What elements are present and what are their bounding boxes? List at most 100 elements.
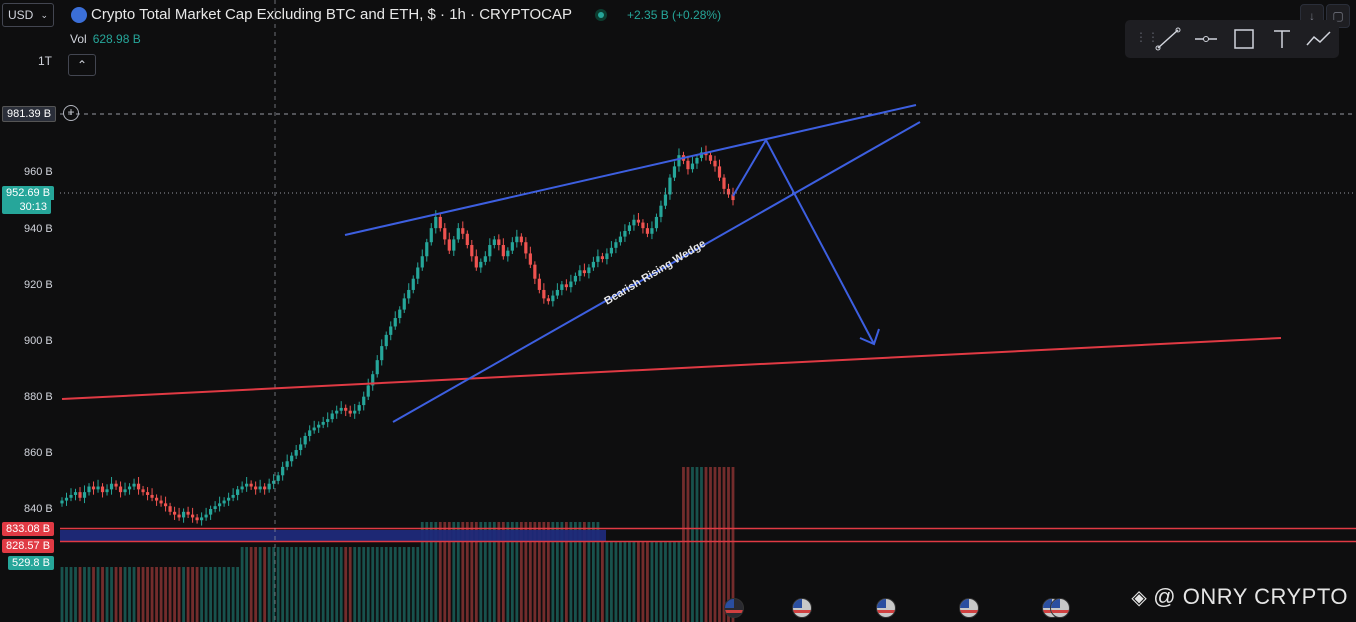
- candle-body: [123, 489, 127, 493]
- volume-bar: [164, 567, 167, 622]
- volume-bar: [677, 542, 681, 622]
- lightning-event-icon[interactable]: [724, 598, 744, 618]
- volume-bar: [299, 547, 303, 622]
- candle-body: [614, 242, 618, 248]
- candle-body: [528, 253, 532, 265]
- candle-body: [695, 157, 699, 164]
- volume-bar: [141, 567, 145, 622]
- projection-arrow-path: [732, 137, 875, 345]
- candle-body: [344, 407, 348, 411]
- volume-bar: [317, 547, 321, 622]
- volume-bar: [146, 567, 149, 622]
- volume-bar: [533, 522, 537, 622]
- volume-bar: [483, 522, 487, 622]
- volume-bar: [245, 547, 249, 622]
- path-tool-icon[interactable]: [1305, 27, 1333, 51]
- candle-body: [389, 326, 393, 335]
- candle-body: [645, 228, 650, 234]
- candle-body: [690, 163, 695, 170]
- candle-body: [506, 250, 510, 257]
- candle-body: [227, 497, 231, 501]
- volume-bar: [497, 522, 501, 622]
- volume-bar: [546, 522, 550, 622]
- candle-body: [524, 242, 528, 254]
- volume-bar: [119, 567, 122, 622]
- volume-bar: [303, 547, 307, 622]
- rectangle-icon[interactable]: [1231, 27, 1257, 51]
- volume-bar: [691, 467, 694, 622]
- volume-bar: [92, 567, 95, 622]
- volume-bar: [569, 522, 573, 622]
- volume-bar: [218, 567, 222, 622]
- us-flag-event-icon[interactable]: [876, 598, 896, 618]
- candle-body: [411, 278, 415, 290]
- support-line: [61, 337, 1282, 400]
- candle-body: [515, 236, 519, 243]
- volume-bar: [173, 567, 176, 622]
- candle-body: [407, 289, 411, 299]
- volume-bar: [727, 467, 730, 622]
- candle-body: [218, 503, 222, 507]
- volume-bar: [465, 522, 469, 622]
- candle-body: [668, 177, 672, 195]
- volume-bar: [402, 547, 406, 622]
- volume-bars: [60, 467, 735, 622]
- candle-body: [641, 222, 645, 229]
- candle-body: [177, 514, 181, 518]
- volume-bar: [200, 567, 204, 622]
- candle-body: [303, 435, 307, 445]
- volume-bar: [393, 547, 397, 622]
- currency-select[interactable]: USD ⌄: [2, 3, 54, 27]
- candle-body: [510, 242, 514, 251]
- volume-bar: [474, 522, 478, 622]
- candle-body: [222, 500, 226, 504]
- candle-body: [69, 494, 73, 498]
- volume-bar: [110, 567, 113, 622]
- candle-body: [141, 489, 145, 493]
- candle-body: [452, 239, 456, 251]
- volume-bar: [479, 522, 483, 622]
- volume-bar: [159, 567, 163, 622]
- volume-bar: [501, 522, 505, 622]
- candle-body: [618, 236, 623, 243]
- cryptocap-logo-icon: [71, 7, 87, 23]
- us-flag-event-icon[interactable]: [959, 598, 979, 618]
- candle-body: [582, 270, 586, 274]
- candle-body: [596, 256, 600, 262]
- drag-handle-icon[interactable]: ⋮⋮: [1135, 30, 1159, 44]
- candle-body: [150, 494, 154, 498]
- volume-bar: [488, 522, 492, 622]
- symbol-title[interactable]: Crypto Total Market Cap Excluding BTC an…: [91, 6, 573, 23]
- y-tick-880: 880 B: [24, 391, 53, 403]
- volume-legend: Vol 628.98 B: [70, 32, 141, 46]
- collapse-legend-button[interactable]: ⌃: [68, 54, 96, 76]
- candle-body: [663, 194, 668, 206]
- add-alert-icon[interactable]: +: [63, 105, 79, 121]
- trend-line-icon[interactable]: [1155, 27, 1181, 51]
- candle-body: [686, 160, 690, 170]
- volume-bar: [267, 547, 271, 622]
- volume-bar: [281, 547, 285, 622]
- volume-bar: [492, 522, 496, 622]
- volume-bar: [177, 567, 181, 622]
- candle-body: [402, 298, 406, 310]
- text-tool-icon[interactable]: [1269, 27, 1295, 51]
- volume-bar: [204, 567, 208, 622]
- volume-bar: [195, 567, 199, 622]
- candle-body: [627, 225, 632, 231]
- market-status-icon[interactable]: [595, 9, 607, 21]
- volume-bar: [276, 547, 280, 622]
- candle-body: [276, 475, 280, 481]
- candle-body: [546, 298, 550, 302]
- candle-body: [375, 360, 379, 375]
- us-flag-event-icon[interactable]: [792, 598, 812, 618]
- volume-bar: [668, 542, 672, 622]
- us-flag-event-icon[interactable]: [1050, 598, 1070, 618]
- volume-label: Vol: [70, 32, 87, 46]
- volume-bar: [650, 542, 654, 622]
- horizontal-ray-icon[interactable]: [1193, 27, 1219, 51]
- volume-bar: [438, 522, 442, 622]
- price-change: +2.35 B (+0.28%): [627, 8, 722, 22]
- wedge-upper-line: [344, 104, 917, 236]
